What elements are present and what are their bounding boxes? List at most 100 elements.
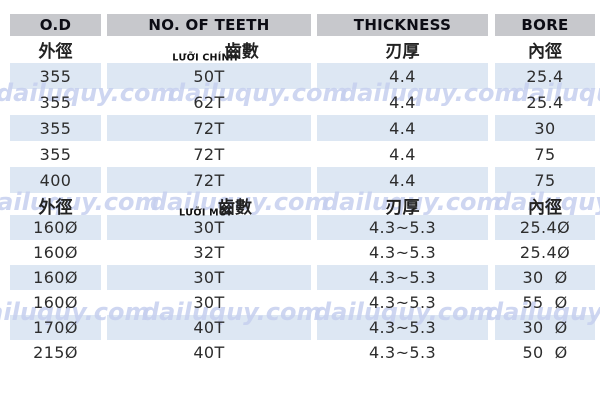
blade-type-label: LƯỠI CHÍNH	[172, 52, 238, 63]
table-row: 215Ø 40T 4.3~5.3 50 Ø	[10, 340, 595, 365]
od-value: 355	[39, 92, 72, 112]
table-row: 355 62T 4.4 25.4	[10, 89, 595, 115]
subheader-teeth-cjk: LƯỠI CHÍNH 齒數	[107, 36, 311, 63]
teeth-value: 62T	[193, 92, 225, 112]
col-header-thickness-label: THICKNESS	[353, 16, 452, 34]
blade-type-label: LƯỠI MỚI	[178, 207, 232, 218]
spec-table: O.D NO. OF TEETH THICKNESS BORE 外徑 LƯỠI …	[10, 14, 595, 365]
cell-od: 355	[10, 63, 101, 89]
cell-od: 170Ø	[10, 315, 101, 340]
teeth-cjk-label: 齒數	[224, 42, 259, 62]
subheader-row-main-blade: 外徑 LƯỠI CHÍNH 齒數 刃厚 內徑	[10, 36, 595, 63]
subheader-bore-cjk: 內徑	[495, 193, 595, 218]
table-row: 400 72T 4.4 75	[10, 167, 595, 193]
teeth-value: 30T	[193, 268, 225, 287]
cell-bore: 75	[495, 167, 595, 193]
subheader-bore-cjk: 內徑	[495, 36, 595, 63]
subheader-thickness-cjk: 刃厚	[317, 193, 488, 218]
cell-bore: 30	[495, 115, 595, 141]
col-header-od-label: O.D	[39, 16, 72, 34]
od-value: 355	[39, 66, 72, 86]
od-value: 355	[39, 144, 72, 164]
cell-teeth: 62T	[107, 89, 311, 115]
thickness-value: 4.4	[389, 66, 416, 86]
teeth-value: 40T	[193, 343, 225, 362]
teeth-value: 32T	[193, 243, 225, 262]
thickness-value: 4.3~5.3	[368, 318, 437, 337]
cell-bore: 30 Ø	[495, 315, 595, 340]
bore-value: 55 Ø	[522, 293, 568, 312]
cell-teeth: 40T	[107, 315, 311, 340]
bore-value: 25.4Ø	[519, 218, 571, 237]
table-row: 170Ø 40T 4.3~5.3 30 Ø	[10, 315, 595, 340]
cell-thickness: 4.3~5.3	[317, 290, 488, 315]
thickness-value: 4.4	[389, 144, 416, 164]
thickness-value: 4.4	[389, 170, 416, 190]
thickness-value: 4.3~5.3	[368, 218, 437, 237]
subheader-thickness-cjk: 刃厚	[317, 36, 488, 63]
subheader-row-new-blade: 外徑 LƯỠI MỚI 齒數 刃厚 內徑	[10, 193, 595, 218]
cell-thickness: 4.3~5.3	[317, 265, 488, 290]
thickness-value: 4.3~5.3	[368, 293, 437, 312]
thickness-value: 4.3~5.3	[368, 268, 437, 287]
cell-teeth: 40T	[107, 340, 311, 365]
cell-teeth: 32T	[107, 240, 311, 265]
cell-thickness: 4.4	[317, 63, 488, 89]
cell-od: 160Ø	[10, 265, 101, 290]
od-value: 160Ø	[33, 218, 78, 237]
teeth-value: 72T	[193, 170, 225, 190]
cell-thickness: 4.3~5.3	[317, 240, 488, 265]
table-row: 160Ø 32T 4.3~5.3 25.4Ø	[10, 240, 595, 265]
od-value: 400	[39, 170, 72, 190]
bore-value: 75	[534, 170, 556, 190]
col-header-od: O.D	[10, 14, 101, 36]
thickness-value: 4.4	[389, 118, 416, 138]
bore-cjk-label: 內徑	[528, 198, 562, 218]
bore-value: 25.4Ø	[519, 243, 571, 262]
cell-bore: 25.4Ø	[495, 215, 595, 240]
cell-thickness: 4.4	[317, 141, 488, 167]
col-header-bore: BORE	[495, 14, 595, 36]
col-header-thickness: THICKNESS	[317, 14, 488, 36]
cell-thickness: 4.4	[317, 167, 488, 193]
cell-thickness: 4.3~5.3	[317, 315, 488, 340]
thickness-cjk-label: 刃厚	[385, 198, 420, 218]
cell-teeth: 72T	[107, 115, 311, 141]
bore-value: 25.4	[526, 92, 564, 112]
teeth-cjk-label: 齒數	[218, 198, 253, 218]
bore-value: 50 Ø	[522, 343, 568, 362]
cell-od: 160Ø	[10, 240, 101, 265]
table-row: 355 72T 4.4 75	[10, 141, 595, 167]
teeth-value: 30T	[193, 218, 225, 237]
cell-teeth: 50T	[107, 63, 311, 89]
cell-teeth: 72T	[107, 141, 311, 167]
table-row: 355 50T 4.4 25.4	[10, 63, 595, 89]
teeth-value: 72T	[193, 118, 225, 138]
teeth-value: 50T	[193, 66, 225, 86]
cell-thickness: 4.4	[317, 89, 488, 115]
thickness-cjk-label: 刃厚	[385, 42, 420, 62]
bore-value: 30 Ø	[522, 268, 568, 287]
cell-bore: 55 Ø	[495, 290, 595, 315]
cell-thickness: 4.3~5.3	[317, 215, 488, 240]
teeth-value: 40T	[193, 318, 225, 337]
table-row: 355 72T 4.4 30	[10, 115, 595, 141]
cell-bore: 25.4Ø	[495, 240, 595, 265]
cell-od: 215Ø	[10, 340, 101, 365]
bore-value: 25.4	[526, 66, 564, 86]
cell-bore: 50 Ø	[495, 340, 595, 365]
cell-thickness: 4.4	[317, 115, 488, 141]
cell-bore: 75	[495, 141, 595, 167]
od-value: 160Ø	[33, 293, 78, 312]
thickness-value: 4.3~5.3	[368, 343, 437, 362]
col-header-teeth-label: NO. OF TEETH	[148, 16, 270, 34]
od-cjk-label: 外徑	[38, 198, 73, 218]
col-header-teeth: NO. OF TEETH	[107, 14, 311, 36]
od-value: 355	[39, 118, 72, 138]
cell-od: 355	[10, 89, 101, 115]
od-value: 170Ø	[33, 318, 78, 337]
cell-teeth: 72T	[107, 167, 311, 193]
cell-bore: 30 Ø	[495, 265, 595, 290]
cell-od: 355	[10, 115, 101, 141]
